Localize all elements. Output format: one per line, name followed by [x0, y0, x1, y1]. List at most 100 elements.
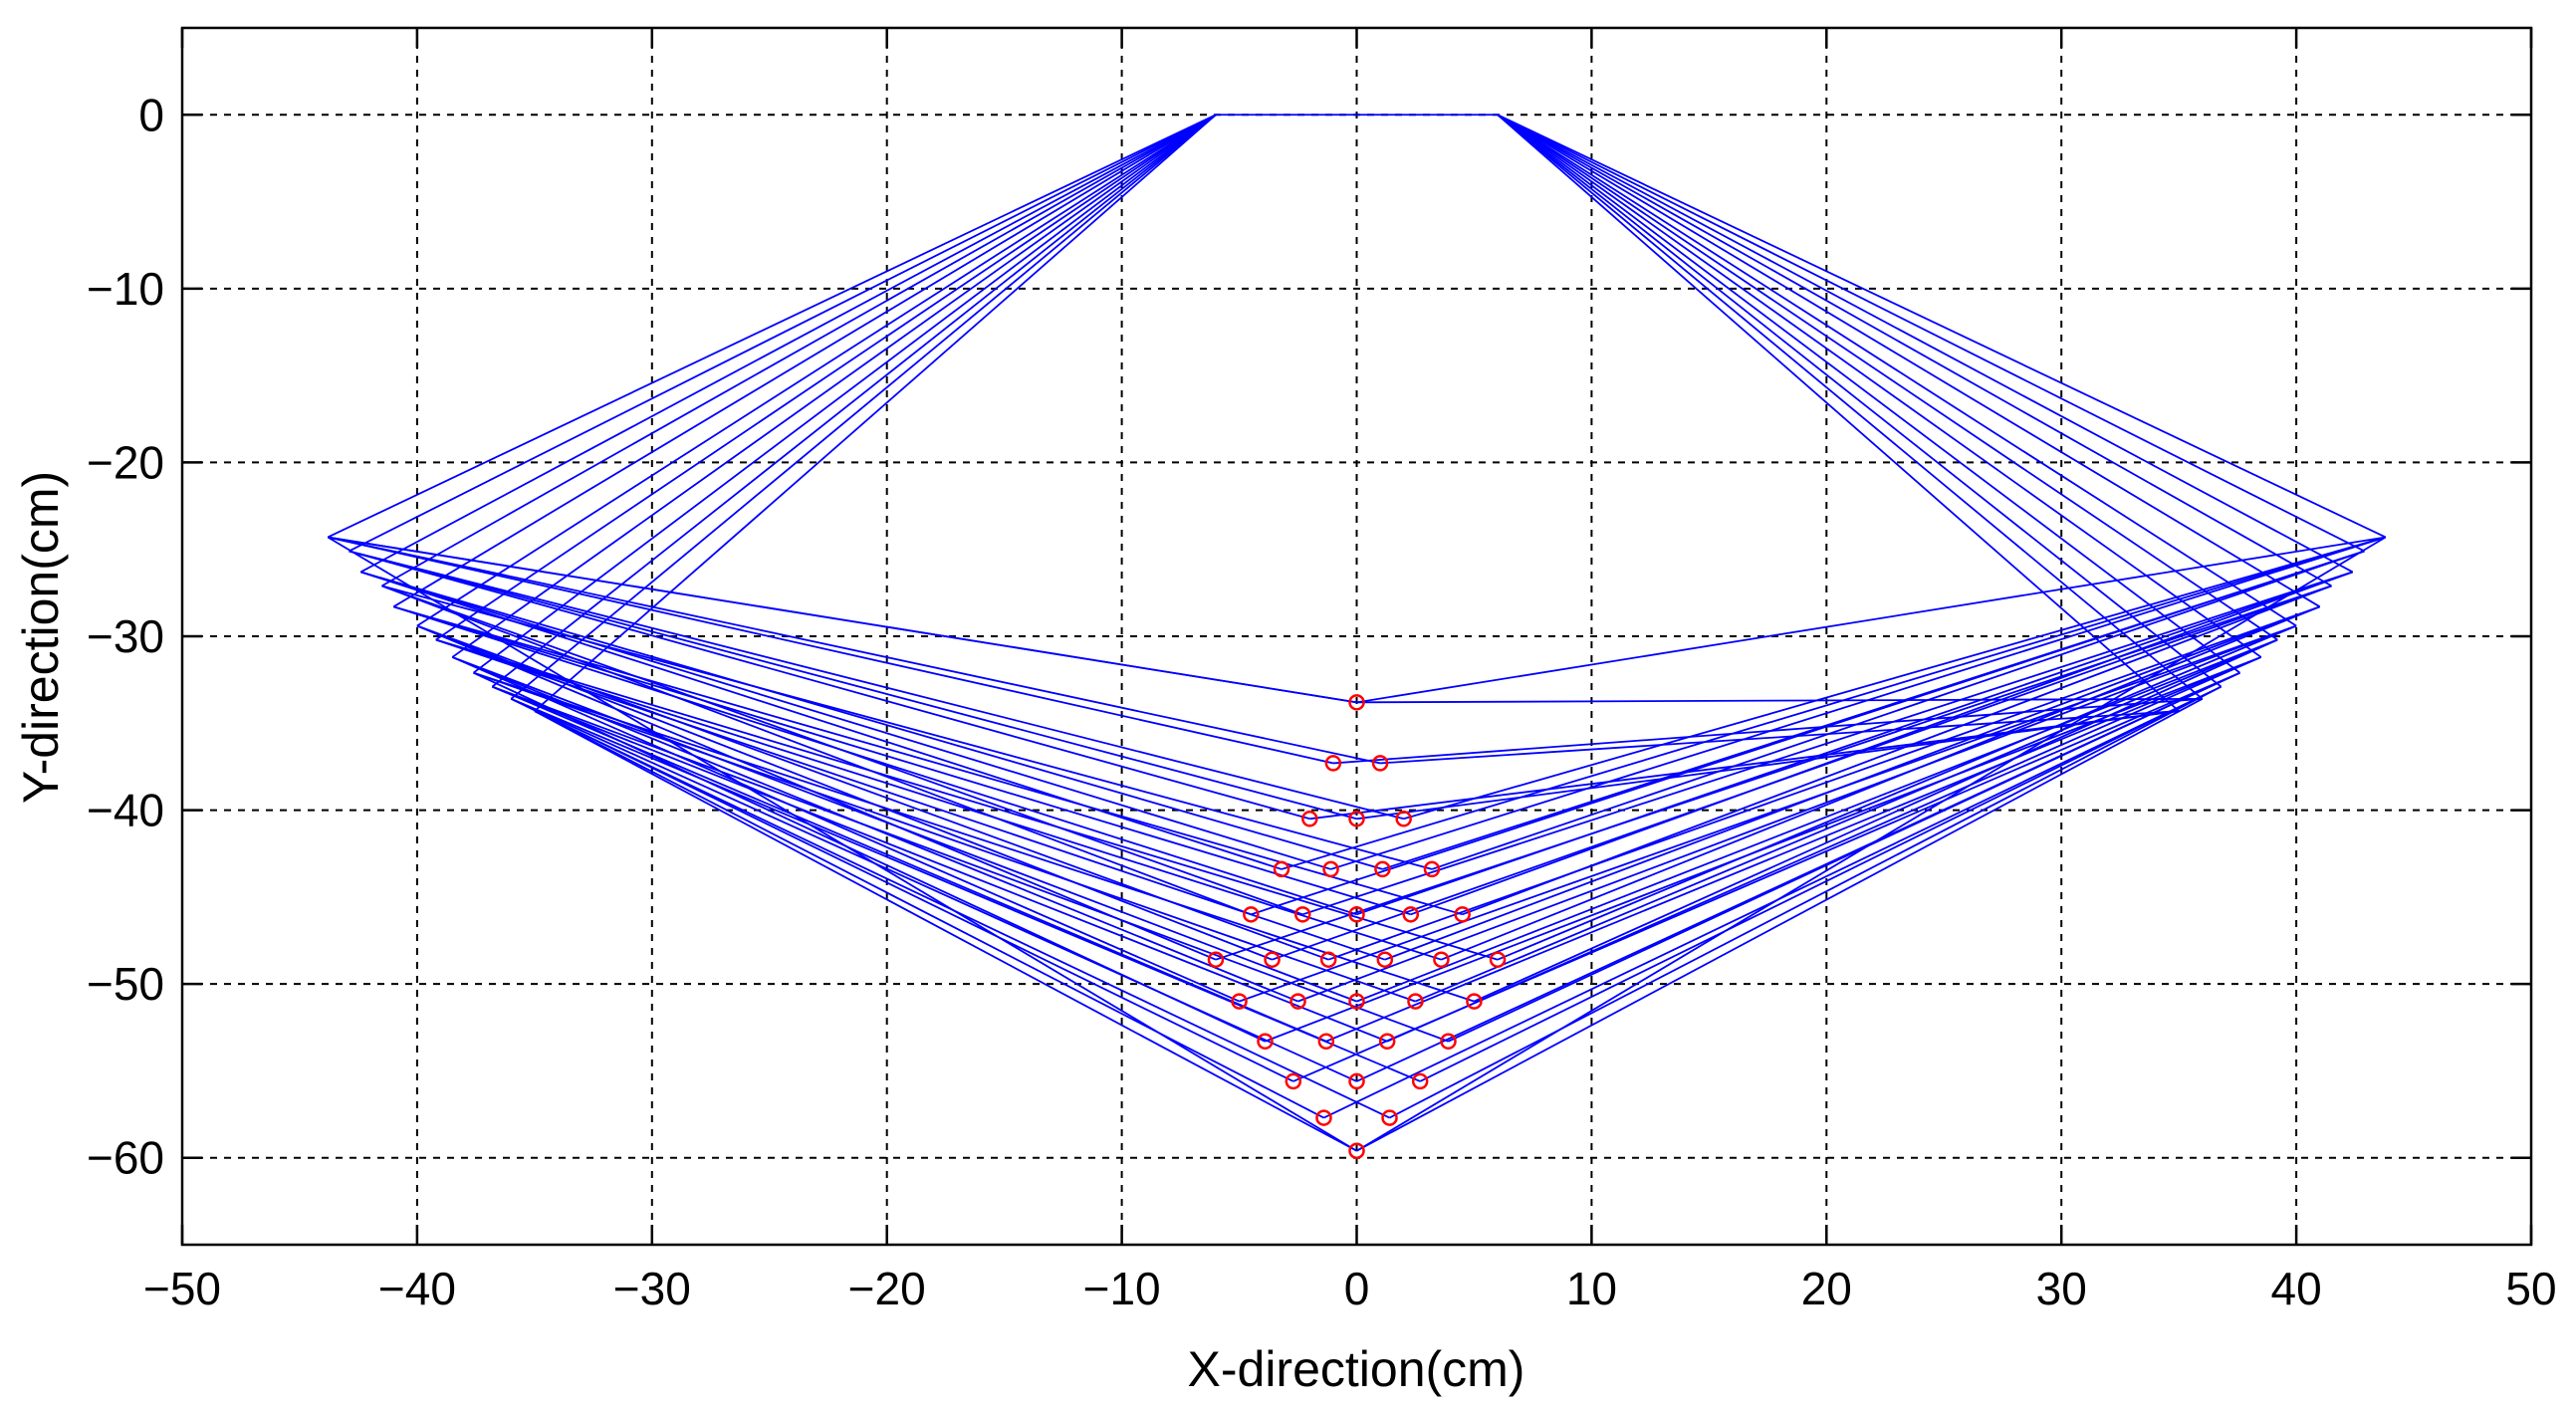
reflected-ray-right [1239, 624, 2297, 1003]
y-tick-label: −10 [87, 263, 164, 315]
target-point [1322, 860, 1339, 878]
incident-ray-left [435, 114, 1217, 641]
target-point [1374, 860, 1391, 878]
reflected-ray-left [349, 550, 1310, 821]
reflected-ray-right [1330, 536, 2387, 870]
reflected-ray-left [473, 671, 1475, 1003]
x-tick-label: 10 [1566, 1263, 1617, 1314]
x-tick-labels: −50 −40 −30 −20 −10 0 10 20 30 40 50 [143, 1263, 2557, 1314]
reflected-ray-right [1356, 671, 2240, 1082]
reflected-ray-right [1281, 536, 2387, 870]
x-axis-label: X-direction(cm) [1188, 1341, 1525, 1397]
incident-ray-right [1497, 114, 2262, 658]
reflected-ray-left [534, 710, 1357, 1152]
reflected-ray-left [328, 536, 1381, 765]
target-point [1348, 993, 1365, 1010]
x-tick-label: 20 [1801, 1263, 1852, 1314]
reflected-ray-right [1251, 550, 2365, 916]
reflected-ray-left [349, 550, 1404, 821]
x-tick-label: −20 [848, 1263, 926, 1314]
reflected-ray-left [534, 710, 1324, 1119]
incident-ray-right [1497, 114, 2387, 539]
reflected-ray-right [1356, 710, 2180, 821]
target-point [1348, 694, 1365, 711]
reflected-ray-left [510, 698, 1421, 1082]
y-tick-label: −60 [87, 1132, 164, 1184]
x-tick-label: 30 [2036, 1263, 2087, 1314]
incident-ray-left [392, 114, 1217, 608]
target-point [1348, 811, 1365, 827]
target-point [1285, 1072, 1302, 1090]
target-points [1207, 694, 1507, 1159]
reflected-ray-left [492, 685, 1327, 1043]
x-tick-label: −50 [143, 1263, 221, 1314]
x-tick-label: −30 [613, 1263, 691, 1314]
target-point [1301, 811, 1318, 827]
reflected-ray-right [1332, 697, 2203, 765]
reflected-ray-left [360, 571, 1331, 870]
target-point [1324, 755, 1342, 772]
reflected-ray-left [473, 671, 1416, 1003]
reflected-ray-left [534, 710, 1390, 1119]
target-point [1489, 951, 1507, 968]
reflected-ray-right [1272, 585, 2332, 961]
reflected-ray-right [1419, 685, 2223, 1082]
reflected-ray-left [381, 585, 1433, 870]
incident-ray-left [491, 114, 1217, 688]
reflected-ray-left [435, 638, 1386, 961]
target-point [1423, 860, 1441, 878]
incident-ray-left [416, 114, 1217, 627]
target-point [1440, 1033, 1457, 1051]
target-point [1257, 1033, 1274, 1051]
reflected-ray-right [1389, 685, 2223, 1119]
incident-ray-right [1497, 114, 2278, 641]
incident-ray-right [1497, 114, 2321, 608]
x-tick-label: 40 [2271, 1263, 2322, 1314]
reflected-ray-right [1356, 536, 2387, 1152]
target-point [1466, 993, 1483, 1010]
reflected-ray-right [1309, 710, 2180, 821]
y-tick-label: −40 [87, 785, 164, 836]
reflected-ray-left [510, 698, 1357, 1082]
target-point [1231, 993, 1248, 1010]
y-axis-label: Y-direction(cm) [13, 471, 69, 804]
target-point [1289, 993, 1306, 1010]
reflected-ray-right [1431, 550, 2365, 870]
reflected-ray-left [328, 536, 1357, 704]
target-point [1378, 1033, 1396, 1051]
target-point [1317, 1033, 1335, 1051]
incident-ray-right [1497, 114, 2332, 588]
y-tick-label: −50 [87, 958, 164, 1010]
incident-ray-left [534, 114, 1217, 712]
incident-ray-right [1497, 114, 2223, 688]
reflected-ray-right [1356, 536, 2386, 704]
reflected-ray-left [381, 585, 1252, 916]
target-point [1407, 993, 1424, 1010]
tick-marks [180, 28, 2533, 1245]
reflected-ray-left [327, 536, 1357, 1152]
reflected-ray-right [1327, 605, 2320, 961]
target-point [1371, 755, 1389, 772]
reflected-ray-right [1403, 536, 2386, 821]
reflected-ray-right [1380, 710, 2180, 765]
reflected-ray-left [492, 685, 1388, 1043]
reflected-ray-right [1292, 671, 2240, 1082]
target-point [1348, 906, 1365, 923]
reflected-ray-left [393, 605, 1412, 916]
reflected-ray-left [360, 571, 1383, 870]
target-point [1273, 860, 1290, 878]
incident-ray-right [1497, 114, 2297, 627]
incident-ray-right [1497, 114, 2354, 574]
incident-ray-left [451, 114, 1217, 658]
reflected-ray-left [349, 550, 1357, 821]
x-tick-label: 50 [2505, 1263, 2556, 1314]
incident-ray-right [1497, 114, 2365, 553]
incident-ray-left [349, 114, 1217, 553]
x-tick-label: −10 [1083, 1263, 1161, 1314]
reflected-ray-right [1410, 571, 2354, 916]
reflected-ray-left [435, 638, 1499, 961]
target-point [1402, 906, 1420, 923]
target-point [1207, 951, 1225, 968]
reflected-ray-right [1356, 697, 2203, 704]
